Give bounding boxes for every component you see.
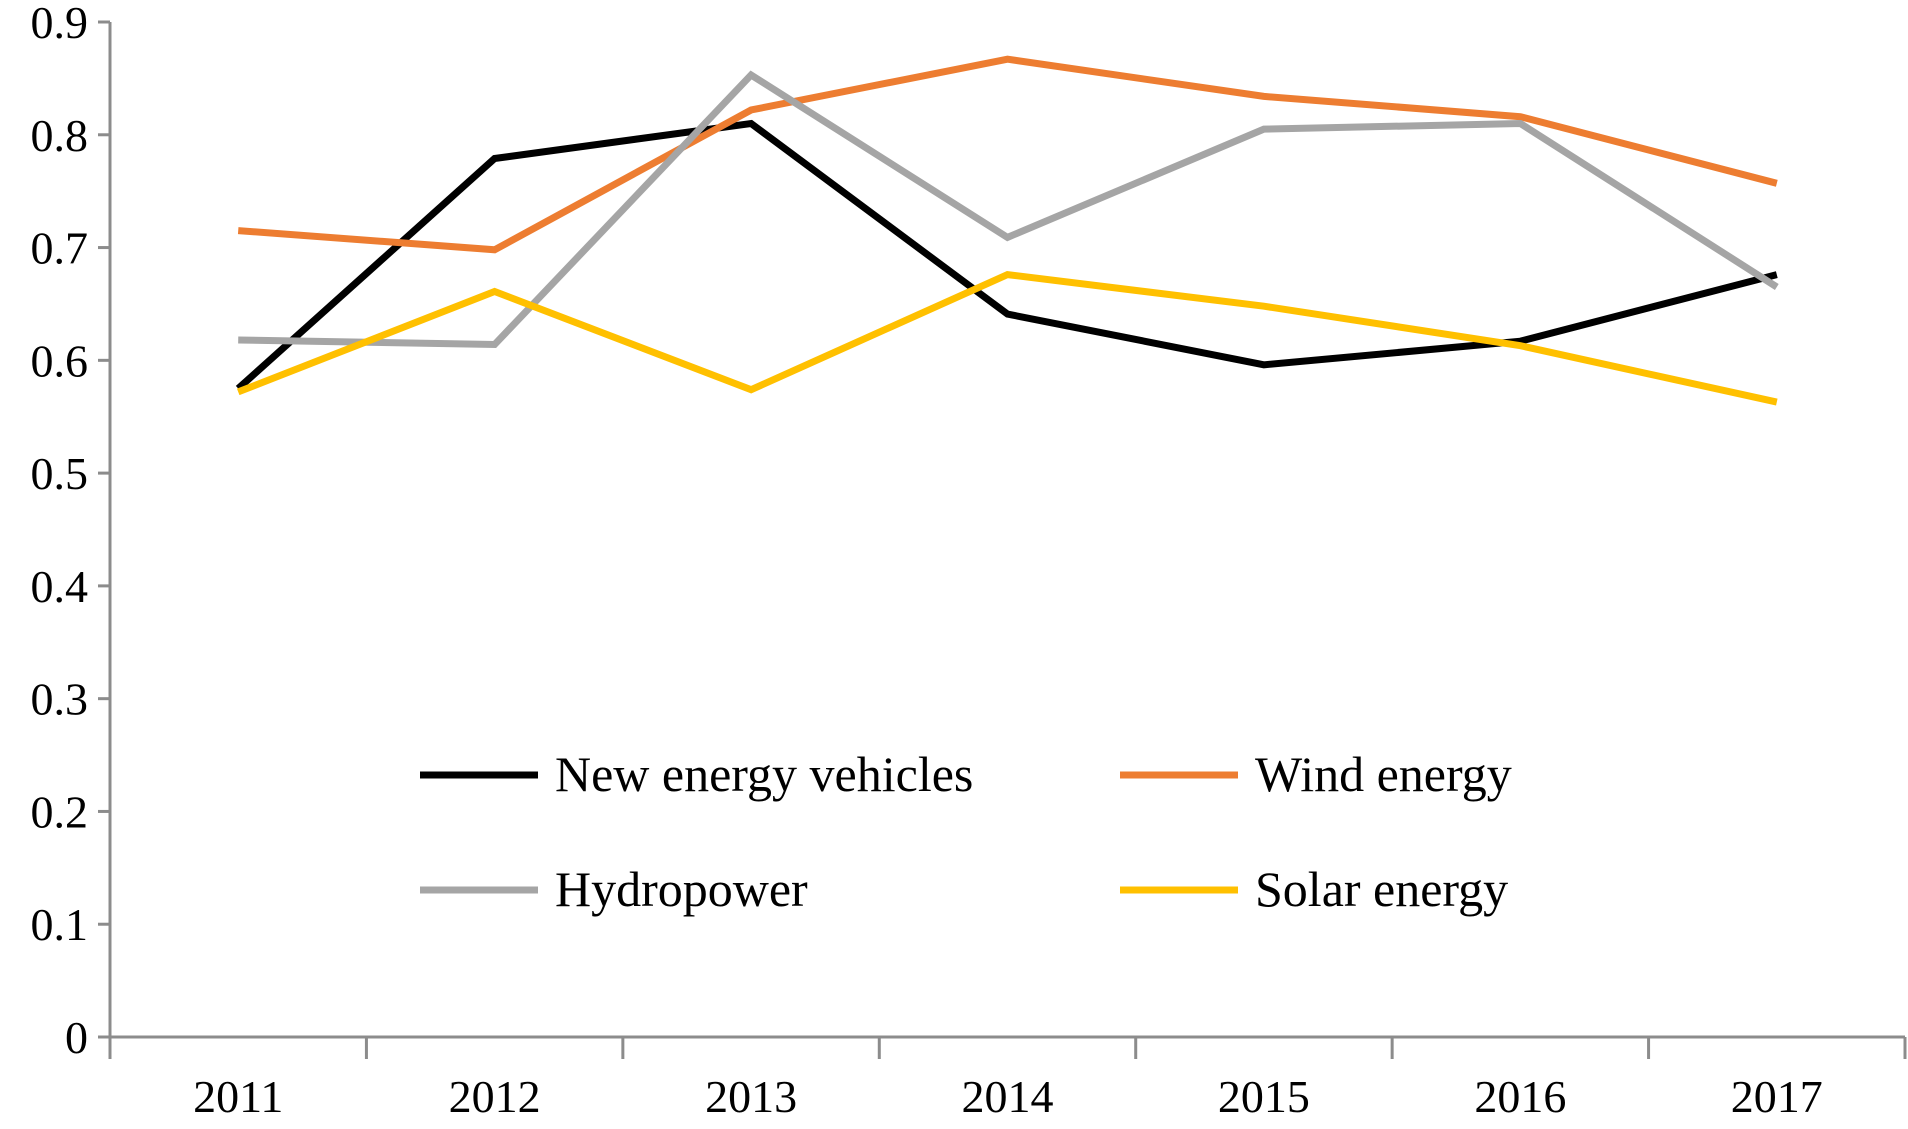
series-line-wind-energy [237,55,1778,254]
y-tick-label: 0.4 [31,561,89,612]
legend-item-new-energy-vehicles: New energy vehicles [420,746,973,802]
y-tick-label: 0.5 [31,448,89,499]
legend-item-solar-energy: Solar energy [1120,861,1508,917]
x-tick-label: 2017 [1731,1071,1823,1122]
y-tick-label: 0.6 [31,335,89,386]
legend-label: Hydropower [555,861,808,917]
x-tick-label: 2014 [962,1071,1054,1122]
y-tick-label: 0.3 [31,674,89,725]
y-tick-label: 0.8 [31,110,89,161]
legend-label: Solar energy [1255,861,1508,917]
x-tick-label: 2016 [1474,1071,1566,1122]
series-lines [235,55,1779,406]
y-tick-label: 0 [65,1012,88,1063]
x-tick-label: 2015 [1218,1071,1310,1122]
legend-item-hydropower: Hydropower [420,861,808,917]
y-axis: 0 0.1 0.2 0.3 0.4 0.5 0.6 0.7 0.8 0.9 [31,0,112,1063]
legend: New energy vehicles Wind energy Hydropower… [420,746,1512,917]
series-line-new-energy-vehicles [235,119,1778,392]
y-tick-label: 0.2 [31,786,89,837]
y-tick-label: 0.9 [31,0,89,48]
y-tick-label: 0.7 [31,223,89,274]
series-line-hydropower [238,70,1779,349]
x-tick-label: 2012 [449,1071,541,1122]
legend-label: Wind energy [1255,746,1512,802]
series-line-solar-energy [236,271,1778,406]
x-tick-label: 2013 [705,1071,797,1122]
y-tick-label: 0.1 [31,899,89,950]
x-tick-label: 2011 [193,1071,283,1122]
legend-label: New energy vehicles [555,746,973,802]
legend-item-wind-energy: Wind energy [1120,746,1512,802]
x-axis: 2011 2012 2013 2014 2015 2016 2017 [108,1035,1907,1122]
